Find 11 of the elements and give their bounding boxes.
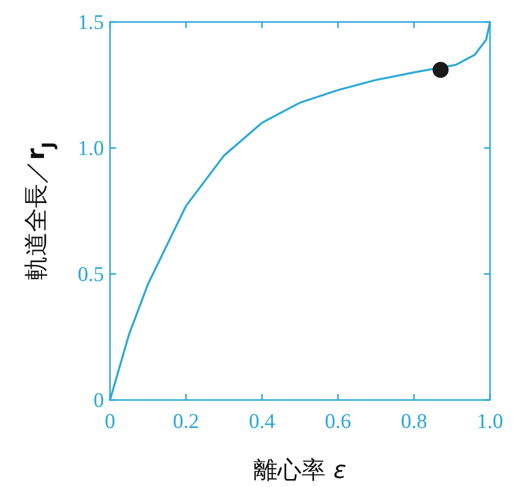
x-tick-label: 1.0 <box>476 409 504 433</box>
y-tick-label: 1.5 <box>78 10 104 34</box>
y-tick-label: 1.0 <box>78 136 104 160</box>
y-tick-label: 0.5 <box>78 262 104 286</box>
x-tick-label: 0.2 <box>172 409 200 433</box>
x-axis-title: 離心率 ε <box>254 456 346 484</box>
x-tick-label: 0.8 <box>400 409 428 433</box>
line-series <box>109 21 491 401</box>
x-tick-label: 0.6 <box>324 409 352 433</box>
y-tick-label: 0 <box>94 388 104 412</box>
x-tick-label: 0.4 <box>248 409 276 433</box>
